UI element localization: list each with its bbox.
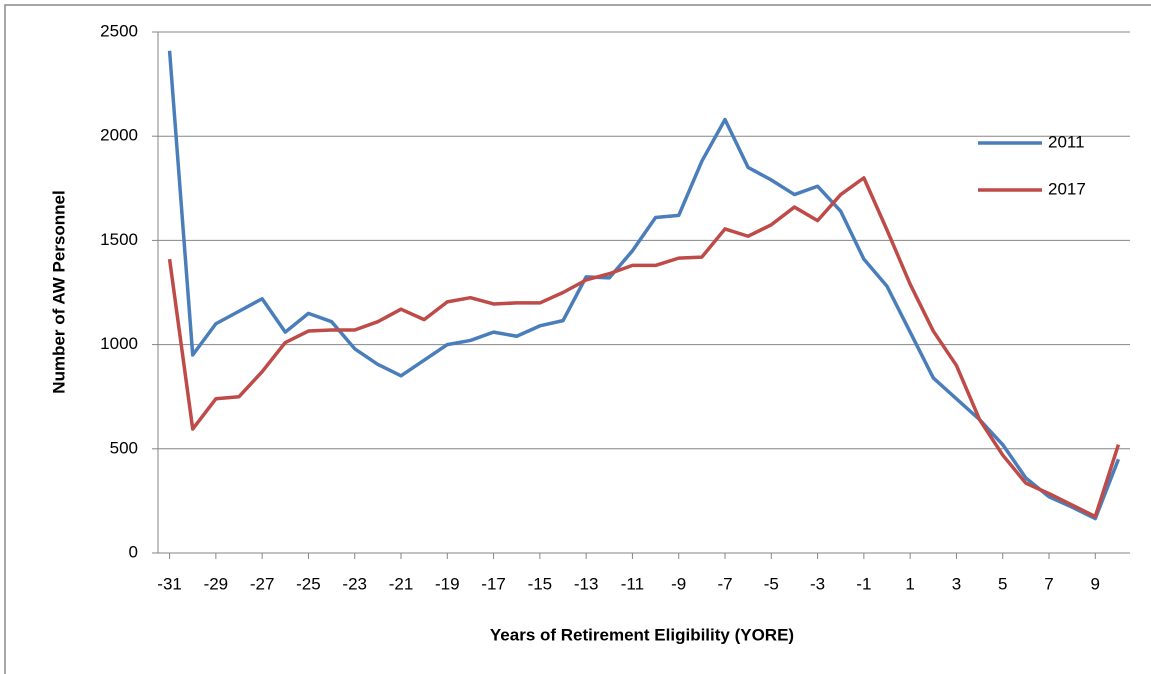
x-tick-label: -17 [481,574,506,593]
x-tick-label: -9 [671,574,686,593]
series-line [167,50,1121,521]
x-tick-label: -31 [157,574,182,593]
chart-frame [4,4,1151,674]
legend-label: 2017 [1048,179,1086,198]
x-tick-label: -1 [856,574,871,593]
y-tick-label: 500 [110,438,138,457]
x-tick-label: -19 [435,574,460,593]
y-tick-label: 1500 [100,230,138,249]
y-axis-title: Number of AW Personnel [49,190,68,393]
x-tick-label: -3 [810,574,825,593]
x-tick-label: 5 [998,574,1007,593]
x-tick-label: 3 [952,574,961,593]
x-tick-label: -25 [296,574,321,593]
y-tick-label: 2500 [100,21,138,40]
x-tick-label: -23 [342,574,367,593]
series-line [167,176,1121,519]
x-tick-label: -29 [204,574,229,593]
x-tick-label: -27 [250,574,275,593]
y-tick-label: 0 [129,542,138,561]
x-tick-label: 7 [1044,574,1053,593]
x-tick-label: 9 [1091,574,1100,593]
x-tick-label: -5 [764,574,779,593]
x-tick-label: -7 [717,574,732,593]
x-axis-title: Years of Retirement Eligibility (YORE) [490,625,794,644]
x-tick-label: -11 [621,574,644,593]
y-tick-label: 1000 [100,334,138,353]
x-tick-label: -13 [574,574,599,593]
x-tick-label: -15 [528,574,553,593]
legend-label: 2011 [1048,132,1085,151]
y-tick-label: 2000 [100,126,138,145]
x-tick-label: -21 [389,574,414,593]
x-tick-label: 1 [905,574,914,593]
